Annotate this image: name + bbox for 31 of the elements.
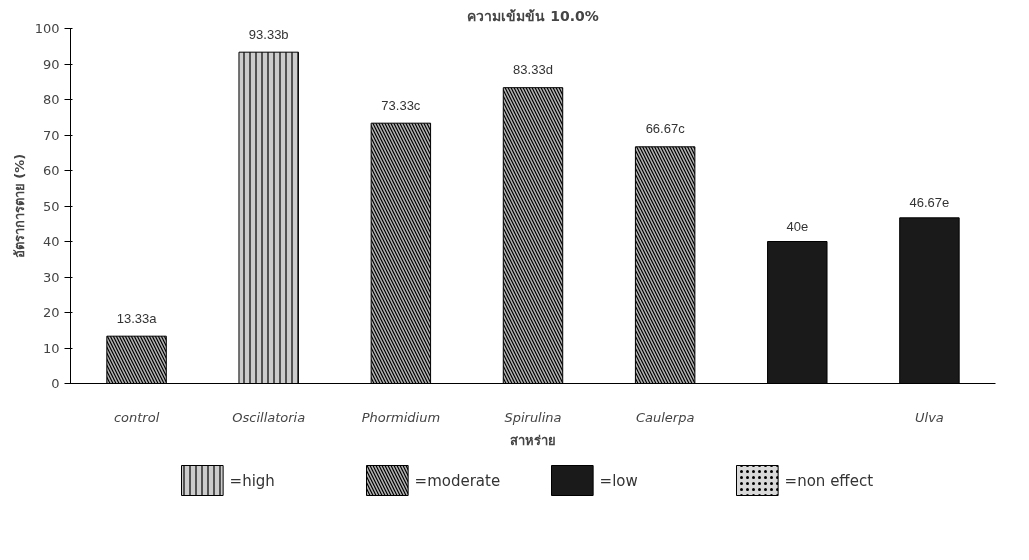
text: 13.33a	[116, 310, 157, 326]
y-tick-label: 10	[42, 340, 60, 356]
y-tick-label: 50	[42, 198, 60, 214]
y-axis-title: อัตราการตาย (%)	[11, 153, 27, 259]
x-tick-label: Phormidium	[361, 409, 441, 425]
x-tick-label: Ulva	[915, 409, 944, 425]
legend-label: =high	[229, 471, 275, 490]
legend-label: =non effect	[784, 471, 874, 490]
text: 83.33d	[513, 62, 553, 78]
y-tick-label: 70	[42, 127, 60, 143]
y-tick-label: 100	[34, 21, 60, 36]
x-tick-label: Spirulina	[504, 409, 562, 425]
text: 46.67e	[909, 195, 950, 211]
y-tick-label: 60	[42, 163, 60, 178]
text: 40e	[786, 218, 809, 234]
y-tick-label: 90	[42, 56, 60, 72]
x-tick-label: Caulerpa	[635, 409, 695, 425]
x-tick-label: control	[113, 409, 160, 425]
y-tick-label: 30	[42, 269, 60, 285]
legend-label: =low	[599, 471, 638, 490]
y-tick-label: 20	[42, 305, 60, 320]
y-tick-label: 0	[51, 376, 60, 391]
chart-title: ความเข้มข้น 10.0%	[467, 7, 599, 24]
x-axis-title: สาหร่าย	[510, 432, 556, 448]
text: 73.33c	[381, 97, 421, 113]
y-tick-label: 80	[42, 92, 60, 107]
y-tick-label: 40	[42, 234, 60, 249]
text: 66.67c	[645, 121, 685, 137]
x-tick-label: Oscillatoria	[232, 409, 306, 425]
legend-label: =moderate	[414, 471, 501, 490]
text: 93.33b	[248, 26, 289, 42]
